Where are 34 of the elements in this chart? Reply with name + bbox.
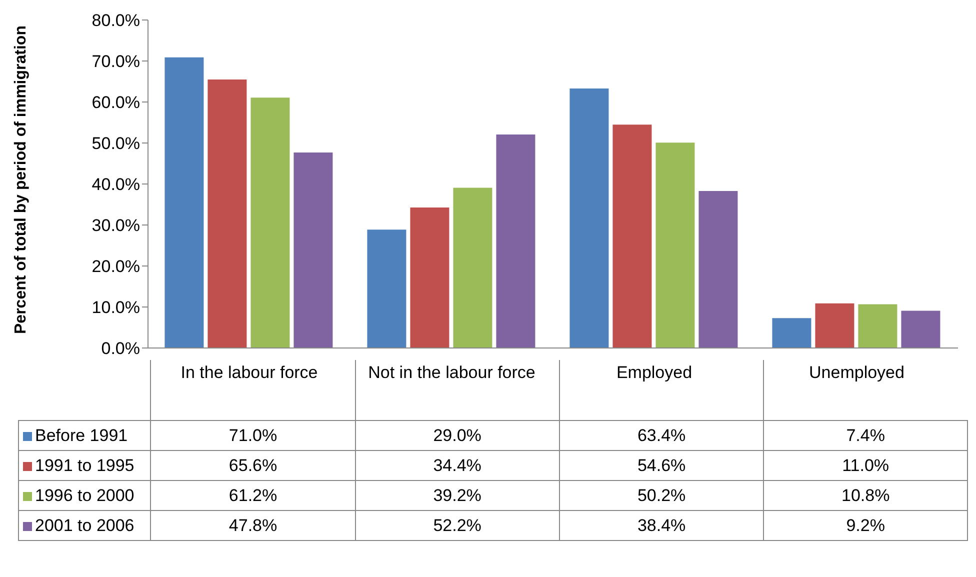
data-label: 9.2% [764, 510, 968, 540]
x-tick-label: Employed [616, 363, 692, 382]
data-label: 39.2% [355, 480, 560, 510]
legend-label: Before 1991 [18, 420, 151, 450]
legend-label: 2001 to 2006 [18, 510, 151, 540]
data-label: 38.4% [559, 510, 764, 540]
data-label: 10.8% [764, 480, 968, 510]
y-axis-title: Percent of total by period of immigration [12, 26, 30, 334]
data-label: 54.6% [559, 450, 764, 480]
y-tick-label: 50.0% [92, 134, 140, 154]
legend-label: 1996 to 2000 [18, 480, 151, 510]
data-label: 11.0% [764, 450, 968, 480]
data-label: 47.8% [150, 510, 356, 540]
data-label: 63.4% [559, 420, 764, 450]
y-tick-label: 20.0% [92, 257, 140, 276]
y-tick-label: 80.0% [92, 11, 140, 30]
data-label: 52.2% [355, 510, 560, 540]
x-tick-label: Not in the labour force [368, 363, 536, 382]
data-label: 61.2% [150, 480, 356, 510]
y-tick-label: 60.0% [92, 93, 140, 112]
data-label: 29.0% [355, 420, 560, 450]
legend-label: 1991 to 1995 [18, 450, 151, 480]
data-label: 34.4% [355, 450, 560, 480]
data-label: 71.0% [150, 420, 356, 450]
y-tick-label: 30.0% [92, 216, 140, 236]
data-label: 65.6% [150, 450, 356, 480]
y-tick-label: 10.0% [92, 298, 140, 318]
x-tick-label: In the labour force [180, 363, 318, 382]
x-tick-label: Unemployed [809, 363, 904, 382]
y-tick-label: 40.0% [92, 175, 140, 194]
y-tick-label: 0.0% [101, 339, 140, 358]
data-label: 50.2% [559, 480, 764, 510]
y-tick-label: 70.0% [92, 52, 140, 72]
data-label: 7.4% [764, 420, 968, 450]
